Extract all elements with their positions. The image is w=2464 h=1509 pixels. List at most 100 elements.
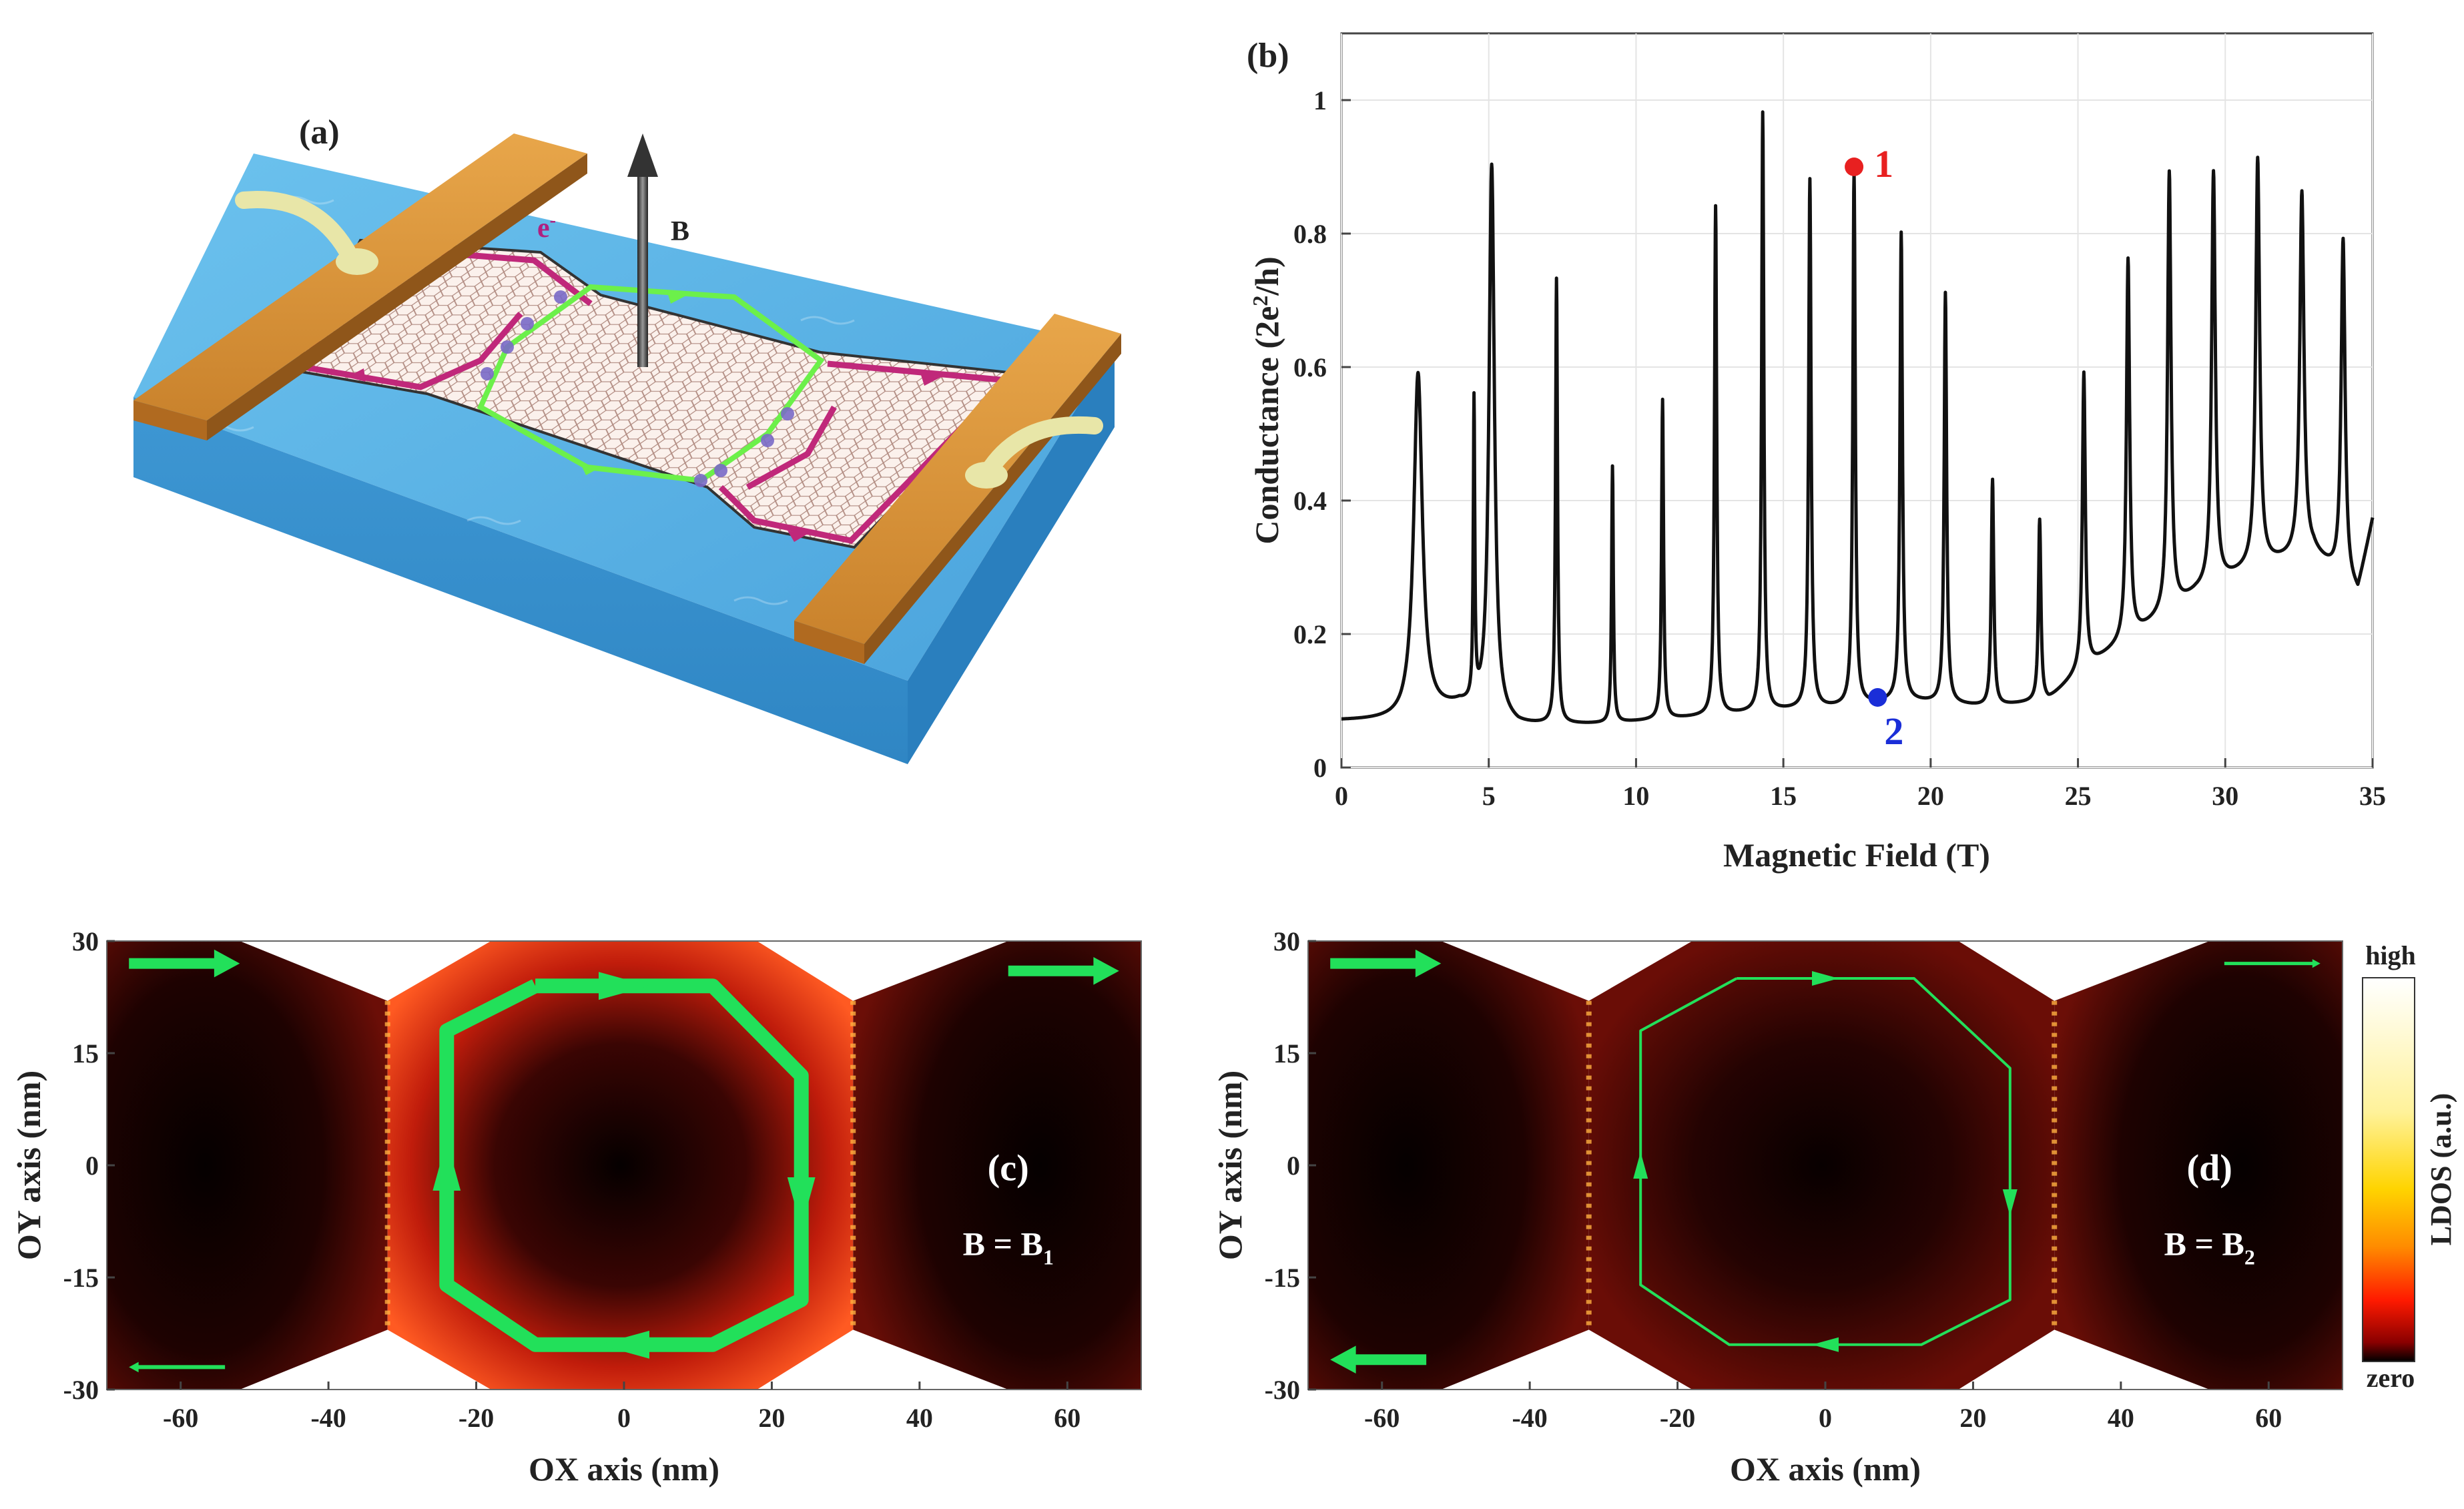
colorbar-low-label: zero <box>2367 1363 2415 1393</box>
quantum-dot-region <box>1588 941 2055 1390</box>
lead-arrow-bottom-left <box>129 1362 226 1373</box>
panel-c-heatmap: -60 -40 -20 0 20 40 60 30 15 0 -15 -30 OX axis (nm) O… <box>10 926 1142 1488</box>
chart-b-point-label-2: 2 <box>1884 709 1903 753</box>
heatmap-xtick-label: -40 <box>1512 1403 1547 1433</box>
lead-arrow-top-left <box>129 949 240 978</box>
loop-arrow-bottom <box>1812 1337 1839 1352</box>
panel-a-label: (a) <box>299 113 340 152</box>
loop-arrow-top <box>599 972 649 1000</box>
right-electrode <box>794 314 1121 664</box>
lead-arrow-bottom-left <box>1330 1345 1427 1374</box>
panel-c-field-eq: B = B1 <box>963 1225 1054 1269</box>
left-wire-contact <box>336 248 378 275</box>
colorbar: high zero LDOS (a.u.) <box>2362 940 2457 1393</box>
loop-arrow-left <box>1633 1152 1648 1179</box>
orbit-arrows <box>581 292 687 475</box>
chart-b-ytick-label: 0.2 <box>1293 619 1327 649</box>
heatmap-ytick-label: 15 <box>1273 1038 1300 1069</box>
panel-b-label: (b) <box>1247 37 1289 75</box>
lead-arrow-top-left <box>1330 949 1442 978</box>
heatmap-ytick-label: -30 <box>1265 1375 1300 1405</box>
colorbar-high-label: high <box>2365 940 2416 970</box>
chart-b-xlabel: Magnetic Field (T) <box>1723 836 1990 874</box>
substrate-side <box>908 347 1115 764</box>
heatmap-ylabel: OY axis (nm) <box>10 1071 47 1260</box>
heatmap-xtick-label: 20 <box>1959 1403 1986 1433</box>
heatmap-xlabel: OX axis (nm) <box>1730 1450 1921 1488</box>
right-lead-region <box>2054 941 2343 1390</box>
heatmap-xtick-label: 0 <box>617 1403 631 1433</box>
lead-arrow-top-right <box>2224 959 2321 968</box>
edge-state-right-upper <box>745 405 837 490</box>
panel-c-label: (c) <box>988 1147 1029 1189</box>
heatmap-xtick-label: 40 <box>2108 1403 2134 1433</box>
quantum-dot-region <box>387 941 854 1390</box>
heatmap-xtick-label: -20 <box>458 1403 494 1433</box>
heatmap-xlabel: OX axis (nm) <box>529 1450 719 1488</box>
heatmap-xtick-label: -20 <box>1660 1403 1695 1433</box>
orbit-loop <box>1639 977 2012 1346</box>
right-lead-region <box>853 941 1141 1390</box>
chart-b-point-2 <box>1868 688 1887 707</box>
chart-b-ylabel: Conductance (2e2/h) <box>1248 256 1285 544</box>
chart-b-xtick-label: 25 <box>2065 781 2092 811</box>
field-arrow-head <box>627 133 658 177</box>
substrate-front <box>133 397 908 764</box>
heatmap-xtick-label: -60 <box>163 1403 198 1433</box>
loop-arrow-right <box>2002 1189 2018 1216</box>
chart-b-points: 12 <box>1845 142 1903 753</box>
chart-b-xtick-label: 20 <box>1917 781 1944 811</box>
right-wire-contact <box>965 462 1008 489</box>
chart-b-point-1 <box>1845 158 1864 176</box>
left-lead-region <box>107 941 388 1390</box>
panel-d-field-eq: B = B2 <box>2164 1225 2255 1269</box>
chart-b-xtick-label: 0 <box>1335 781 1348 811</box>
left-lead-region <box>1308 941 1589 1390</box>
chart-b-ticks: 0 5 10 15 20 25 30 35 0 0.2 0.4 0.6 0.8 1 <box>1293 85 2386 811</box>
heatmap-xtick-label: 40 <box>906 1403 933 1433</box>
heatmap-ytick-label: 0 <box>1287 1151 1300 1181</box>
chart-b-xtick-label: 5 <box>1482 781 1496 811</box>
left-electrode <box>133 133 587 440</box>
heatmap-ylabel: OY axis (nm) <box>1211 1071 1249 1260</box>
loop-arrow-bottom <box>599 1330 649 1359</box>
chart-b-xtick-label: 35 <box>2359 781 2386 811</box>
chart-b-ytick-label: 0 <box>1313 753 1327 783</box>
heatmap-ytick-label: 30 <box>1273 926 1300 956</box>
edge-state-right <box>718 360 1014 544</box>
colorbar-gradient <box>2362 977 2415 1362</box>
right-wire <box>979 416 1103 481</box>
chart-b-xtick-label: 15 <box>1770 781 1797 811</box>
chart-b-point-label-1: 1 <box>1874 142 1893 186</box>
chart-b-ytick-label: 0.4 <box>1293 486 1327 516</box>
electron-label: e- <box>537 210 556 244</box>
field-label: B <box>671 216 689 247</box>
left-wire <box>235 191 359 266</box>
lead-arrow-top-right <box>1008 957 1119 985</box>
orbit-loop <box>439 978 809 1352</box>
heatmap-xtick-label: 60 <box>1054 1403 1081 1433</box>
heatmap-ytick-label: -15 <box>63 1263 99 1293</box>
loop-arrow-top <box>1812 971 1839 986</box>
chart-b-grid <box>1341 33 2373 768</box>
heatmap-ytick-label: 15 <box>72 1038 99 1069</box>
heatmap-xtick-label: -60 <box>1364 1403 1400 1433</box>
conductance-curve <box>1339 110 2375 724</box>
heatmap-ytick-label: -15 <box>1265 1263 1300 1293</box>
heatmap-ytick-label: 0 <box>85 1151 99 1181</box>
tunneling-dots <box>481 290 794 487</box>
chart-b-ytick-label: 0.6 <box>1293 352 1327 382</box>
heatmap-xtick-label: 20 <box>758 1403 785 1433</box>
colorbar-axis-label: LDOS (a.u.) <box>2425 1093 2457 1246</box>
chart-b-xtick-label: 10 <box>1622 781 1649 811</box>
field-arrow-shaft <box>637 174 648 367</box>
panel-d-heatmap: -60 -40 -20 0 20 40 60 30 15 0 -15 -30 OX axis (nm) O… <box>1211 926 2343 1488</box>
heatmap-xtick-label: -40 <box>310 1403 346 1433</box>
loop-arrow-left <box>432 1140 461 1191</box>
chart-b-xtick-label: 30 <box>2212 781 2238 811</box>
heatmap-xtick-label: 0 <box>1819 1403 1832 1433</box>
heatmap-ytick-label: -30 <box>63 1375 99 1405</box>
panel-d-label: (d) <box>2186 1147 2232 1189</box>
